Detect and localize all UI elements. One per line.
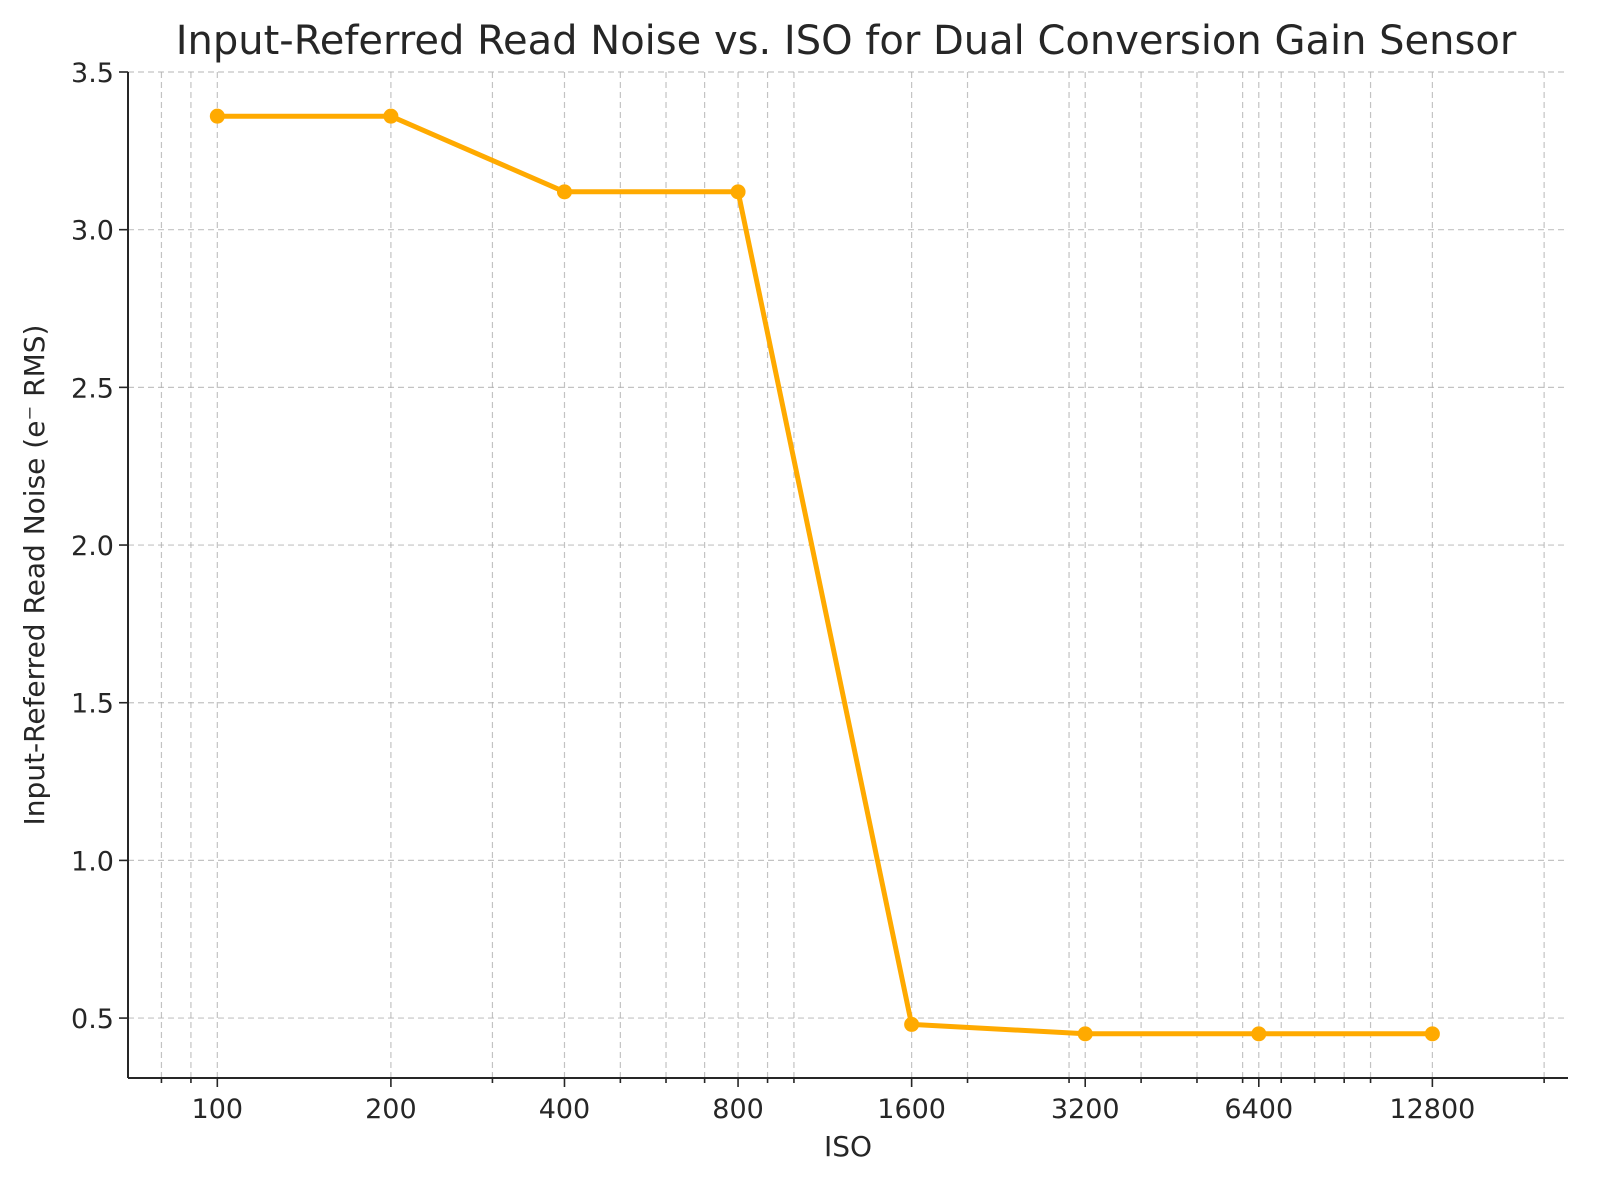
y-tick-label: 2.0 — [71, 531, 114, 562]
grid — [128, 71, 1568, 1078]
x-axis-label: ISO — [824, 1130, 872, 1163]
data-point — [1077, 1026, 1093, 1042]
x-axis-ticks: 100 200 400 800 1600 3200 6400 12800 — [160, 1078, 1545, 1125]
x-tick-label: 3200 — [1051, 1094, 1120, 1125]
data-point — [209, 108, 225, 124]
y-tick-label: 3.0 — [71, 216, 114, 247]
y-axis-label: Input-Referred Read Noise (e⁻ RMS) — [18, 325, 51, 826]
chart-title: Input-Referred Read Noise vs. ISO for Du… — [176, 18, 1517, 64]
x-tick-label: 800 — [712, 1094, 764, 1125]
series-group — [209, 108, 1440, 1042]
y-tick-label: 2.5 — [71, 373, 114, 404]
y-tick-label: 1.5 — [71, 689, 114, 720]
data-point — [1251, 1026, 1267, 1042]
y-tick-label: 1.0 — [71, 846, 114, 877]
x-tick-label: 6400 — [1224, 1094, 1293, 1125]
data-point — [904, 1016, 920, 1032]
y-tick-label: 0.5 — [71, 1004, 114, 1035]
data-point — [383, 108, 399, 124]
x-tick-label: 1600 — [877, 1094, 946, 1125]
x-tick-label: 200 — [365, 1094, 417, 1125]
x-tick-label: 400 — [539, 1094, 591, 1125]
data-point — [730, 184, 746, 200]
x-tick-label: 100 — [192, 1094, 244, 1125]
series-line — [214, 113, 1435, 1037]
data-point — [556, 184, 572, 200]
axes — [127, 72, 1568, 1079]
y-axis-ticks: 0.5 1.0 1.5 2.0 2.5 3.0 3.5 — [71, 58, 128, 1035]
x-tick-label: 12800 — [1389, 1094, 1475, 1125]
y-tick-label: 3.5 — [71, 58, 114, 89]
data-point — [1424, 1026, 1440, 1042]
